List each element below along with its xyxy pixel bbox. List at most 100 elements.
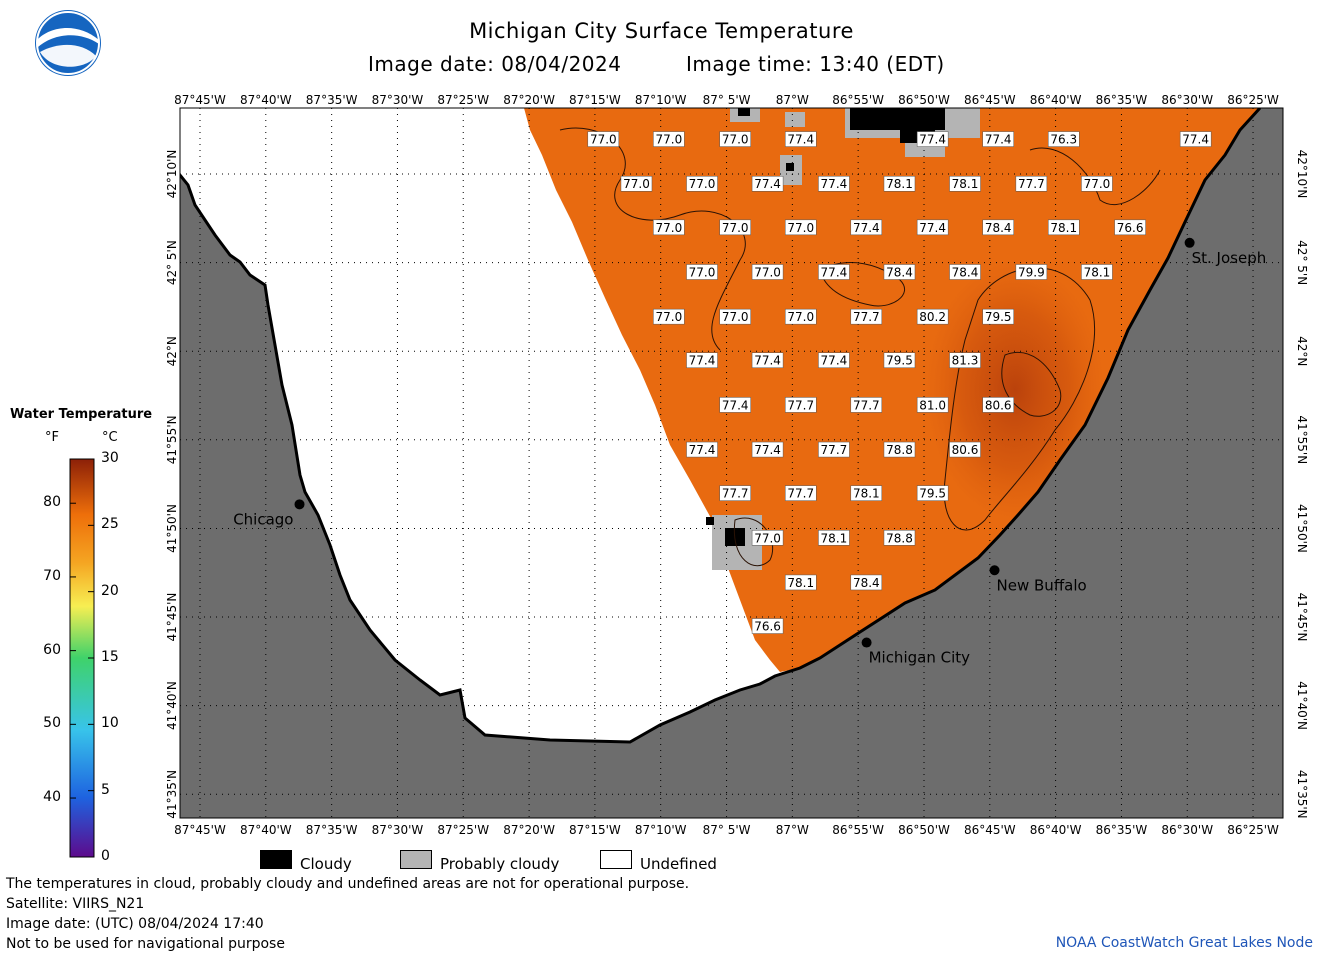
temperature-value: 78.1 xyxy=(821,531,848,545)
color-bar-label: 5 xyxy=(101,781,110,798)
temperature-value: 77.0 xyxy=(689,265,716,279)
lat-label-right: 41°45'N xyxy=(1295,593,1309,642)
temperature-label-box xyxy=(916,397,949,413)
lon-label-top: 87°45'W xyxy=(174,93,226,107)
temperature-label-box xyxy=(1015,264,1048,280)
probably-cloudy-patch xyxy=(785,112,805,127)
temperature-value: 81.0 xyxy=(919,398,946,412)
color-bar-label: 30 xyxy=(101,450,119,466)
undefined-swatch xyxy=(600,850,632,869)
footer-image-date-utc: Image date: (UTC) 08/04/2024 17:40 xyxy=(6,916,264,932)
temperature-value: 77.0 xyxy=(655,310,682,324)
temperature-value: 77.4 xyxy=(1182,133,1209,147)
temperature-value: 77.4 xyxy=(821,354,848,368)
temperature-label-box xyxy=(719,485,751,501)
temperature-value: 77.7 xyxy=(722,487,749,501)
isotherm-line xyxy=(819,262,906,307)
lon-label-bottom: 87°45'W xyxy=(174,823,226,837)
color-bar-label: 15 xyxy=(101,649,119,665)
lon-label-bottom: 86°40'W xyxy=(1030,823,1082,837)
footer-satellite: Satellite: VIIRS_N21 xyxy=(6,896,145,912)
temperature-value: 77.0 xyxy=(590,133,617,147)
temperature-value: 77.0 xyxy=(722,133,749,147)
temperature-value: 79.5 xyxy=(985,310,1012,324)
temperature-label-box xyxy=(949,352,981,368)
temperature-value: 78.4 xyxy=(853,576,880,590)
cloudy-patch xyxy=(706,517,714,525)
probably-cloudy-label: Probably cloudy xyxy=(440,855,560,873)
temperature-label-box xyxy=(916,308,949,325)
temperature-label-box xyxy=(883,175,916,192)
lat-label-right: 41°55'N xyxy=(1295,415,1309,464)
temperature-value: 78.1 xyxy=(886,177,913,191)
temperature-value: 77.4 xyxy=(754,354,781,368)
temperature-value: 79.5 xyxy=(886,354,913,368)
temperature-value: 76.6 xyxy=(1117,221,1144,235)
lon-label-bottom: 86°55'W xyxy=(832,823,884,837)
lon-label-top: 87°35'W xyxy=(306,93,358,107)
temperature-value: 76.3 xyxy=(1050,133,1077,147)
lon-label-bottom: 86°25'W xyxy=(1227,823,1279,837)
temperature-value: 78.4 xyxy=(985,221,1012,235)
temperature-label-box xyxy=(686,352,718,368)
color-bar-label: 10 xyxy=(101,715,119,732)
temperature-value: 77.0 xyxy=(722,221,749,235)
cloudy-patch xyxy=(786,163,794,171)
lon-label-top: 86°55'W xyxy=(832,93,884,107)
color-bar-label: 60 xyxy=(43,641,61,658)
temperature-label-box xyxy=(719,308,751,325)
temperature-value: 80.6 xyxy=(952,443,979,457)
temperature-label-box xyxy=(653,219,685,236)
temperature-value: 77.4 xyxy=(754,177,781,191)
temperature-labels: 77.0 77.0 77.0 77.4 77.4 77.4 76.3 77.4 77.0 77.0… xyxy=(587,131,1212,634)
temperature-value: 78.1 xyxy=(1084,265,1111,279)
temperature-label-box xyxy=(784,397,817,413)
temperature-label-box xyxy=(850,219,883,236)
temperature-value: 79.9 xyxy=(1018,265,1045,279)
temperature-value: 77.4 xyxy=(821,265,848,279)
temperature-value: 77.7 xyxy=(821,443,848,457)
axis-ticks: 87°45'W 87°45'W 87°40'W 87°40'W 87°35'W 87°35… xyxy=(165,93,1309,837)
temperature-label-box xyxy=(916,485,949,501)
temperature-label-box xyxy=(1081,264,1113,280)
lon-label-top: 86°40'W xyxy=(1030,93,1082,107)
lon-label-top: 86°50'W xyxy=(898,93,950,107)
temperature-label-box xyxy=(949,441,981,458)
temperature-value: 78.4 xyxy=(952,265,979,279)
temperature-value: 77.0 xyxy=(655,221,682,235)
lon-label-bottom: 86°30'W xyxy=(1161,823,1213,837)
temperature-value: 77.4 xyxy=(853,221,880,235)
temperature-label-box xyxy=(587,131,620,147)
temperature-value: 77.4 xyxy=(985,133,1012,147)
temperature-value: 77.4 xyxy=(689,443,716,457)
water-temperature-area xyxy=(524,108,1260,672)
lat-label-right: 41°35'N xyxy=(1295,770,1309,819)
lat-label-left: 42°10'N xyxy=(165,150,179,199)
lon-label-bottom: 87°10'W xyxy=(635,823,687,837)
city-label: Michigan City xyxy=(869,649,971,667)
temperature-label-box xyxy=(1048,219,1080,236)
temperature-label-box xyxy=(850,397,883,413)
temperature-label-box xyxy=(653,308,685,325)
isotherm-line xyxy=(1001,351,1062,417)
temperature-label-box xyxy=(784,574,817,591)
temperature-label-box xyxy=(1081,175,1113,192)
temperature-label-box xyxy=(883,264,916,280)
temperature-label-box xyxy=(751,264,784,280)
temperature-label-box xyxy=(982,397,1014,413)
temperature-label-box xyxy=(751,618,784,634)
temperature-value: 77.0 xyxy=(689,177,716,191)
city-markers: Chicago St. Joseph New Buffalo Michigan Cit… xyxy=(233,237,1266,667)
temperature-label-box xyxy=(719,397,751,413)
temperature-label-box xyxy=(949,264,981,280)
lon-label-bottom: 87°15'W xyxy=(569,823,621,837)
shoreline xyxy=(180,108,1262,744)
temperature-value: 77.7 xyxy=(787,487,814,501)
temperature-value: 78.1 xyxy=(952,177,979,191)
temperature-value: 78.1 xyxy=(1050,221,1077,235)
lon-label-top: 87°40'W xyxy=(240,93,292,107)
temperature-value: 77.0 xyxy=(655,133,682,147)
temperature-value: 78.8 xyxy=(886,531,913,545)
credit-link[interactable]: NOAA CoastWatch Great Lakes Node xyxy=(1055,935,1313,951)
